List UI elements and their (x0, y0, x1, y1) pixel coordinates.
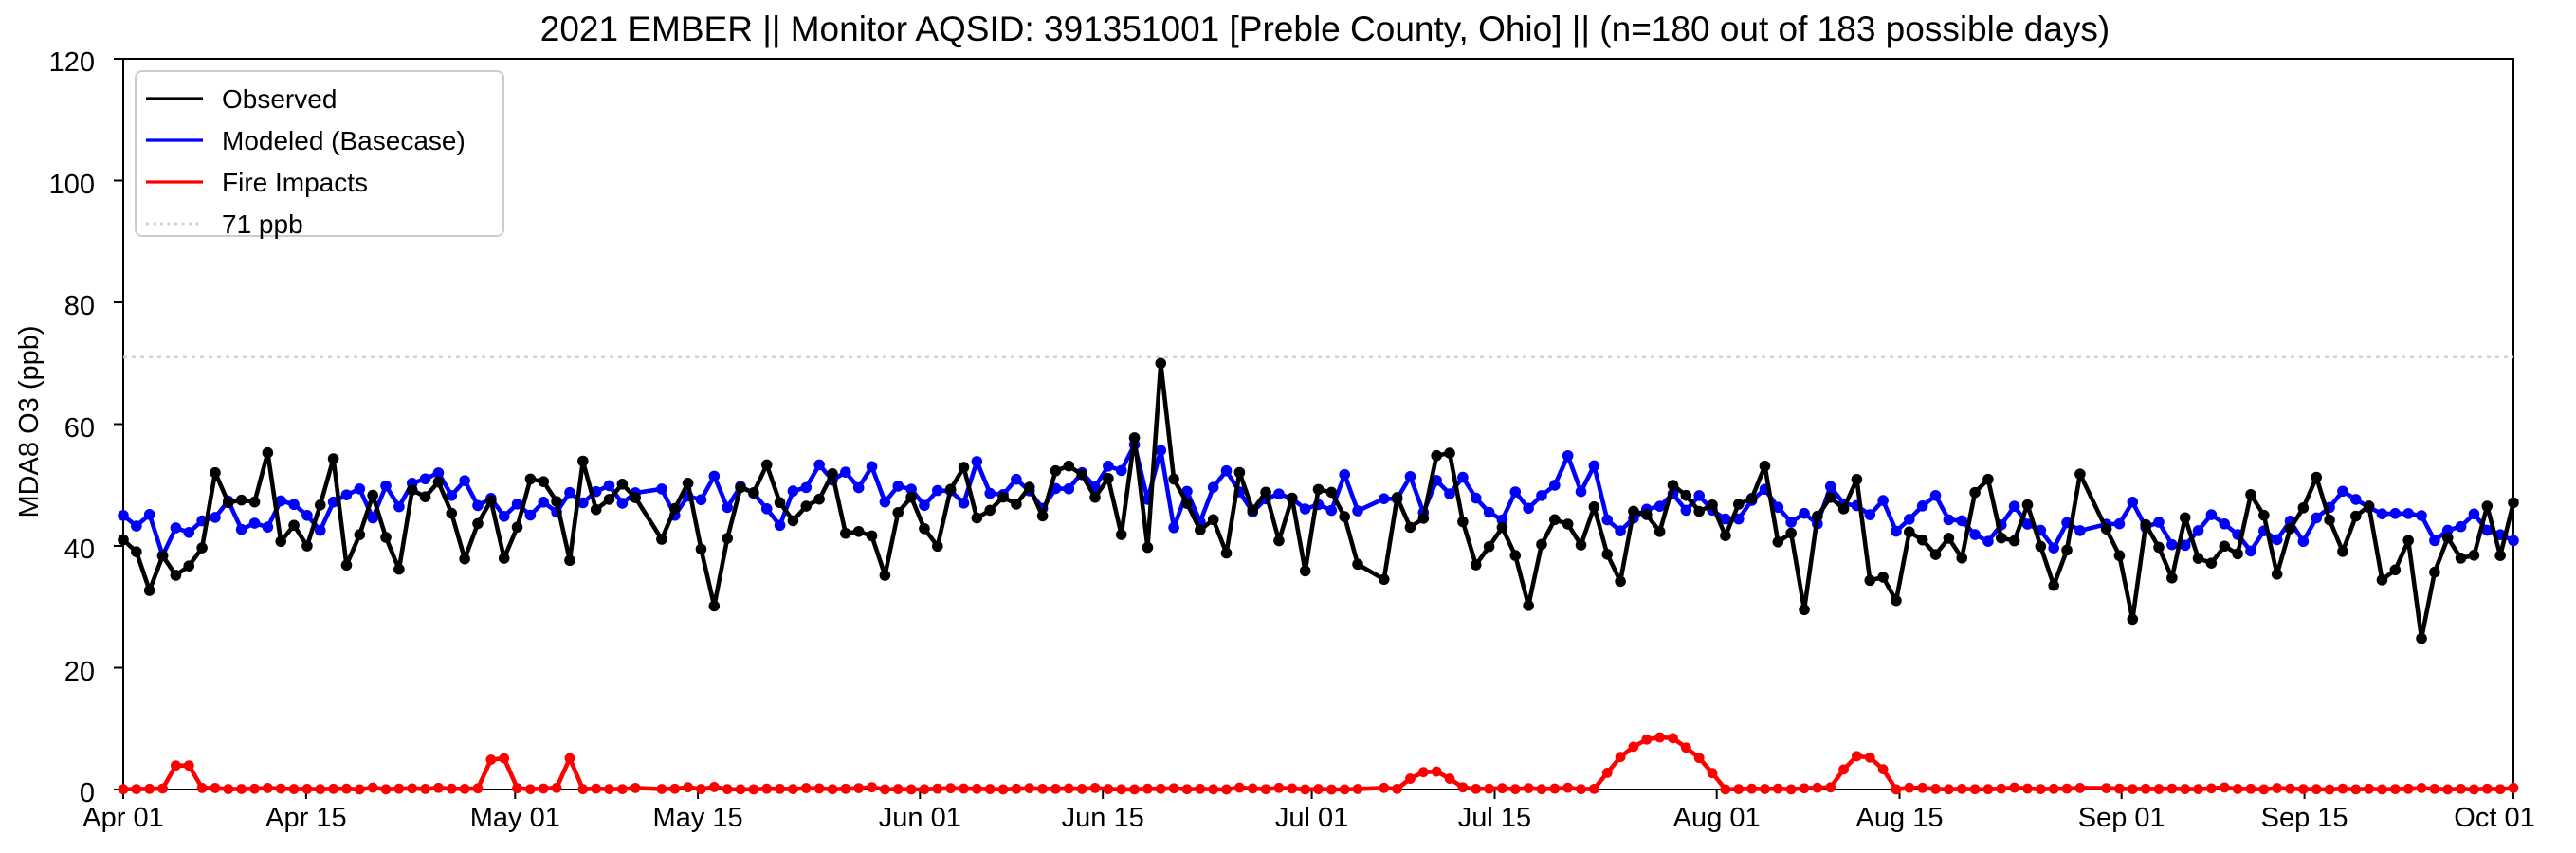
svg-text:Fire Impacts: Fire Impacts (222, 168, 368, 197)
svg-text:71 ppb: 71 ppb (222, 209, 303, 239)
svg-text:Observed: Observed (222, 84, 337, 114)
svg-text:Modeled (Basecase): Modeled (Basecase) (222, 126, 466, 155)
